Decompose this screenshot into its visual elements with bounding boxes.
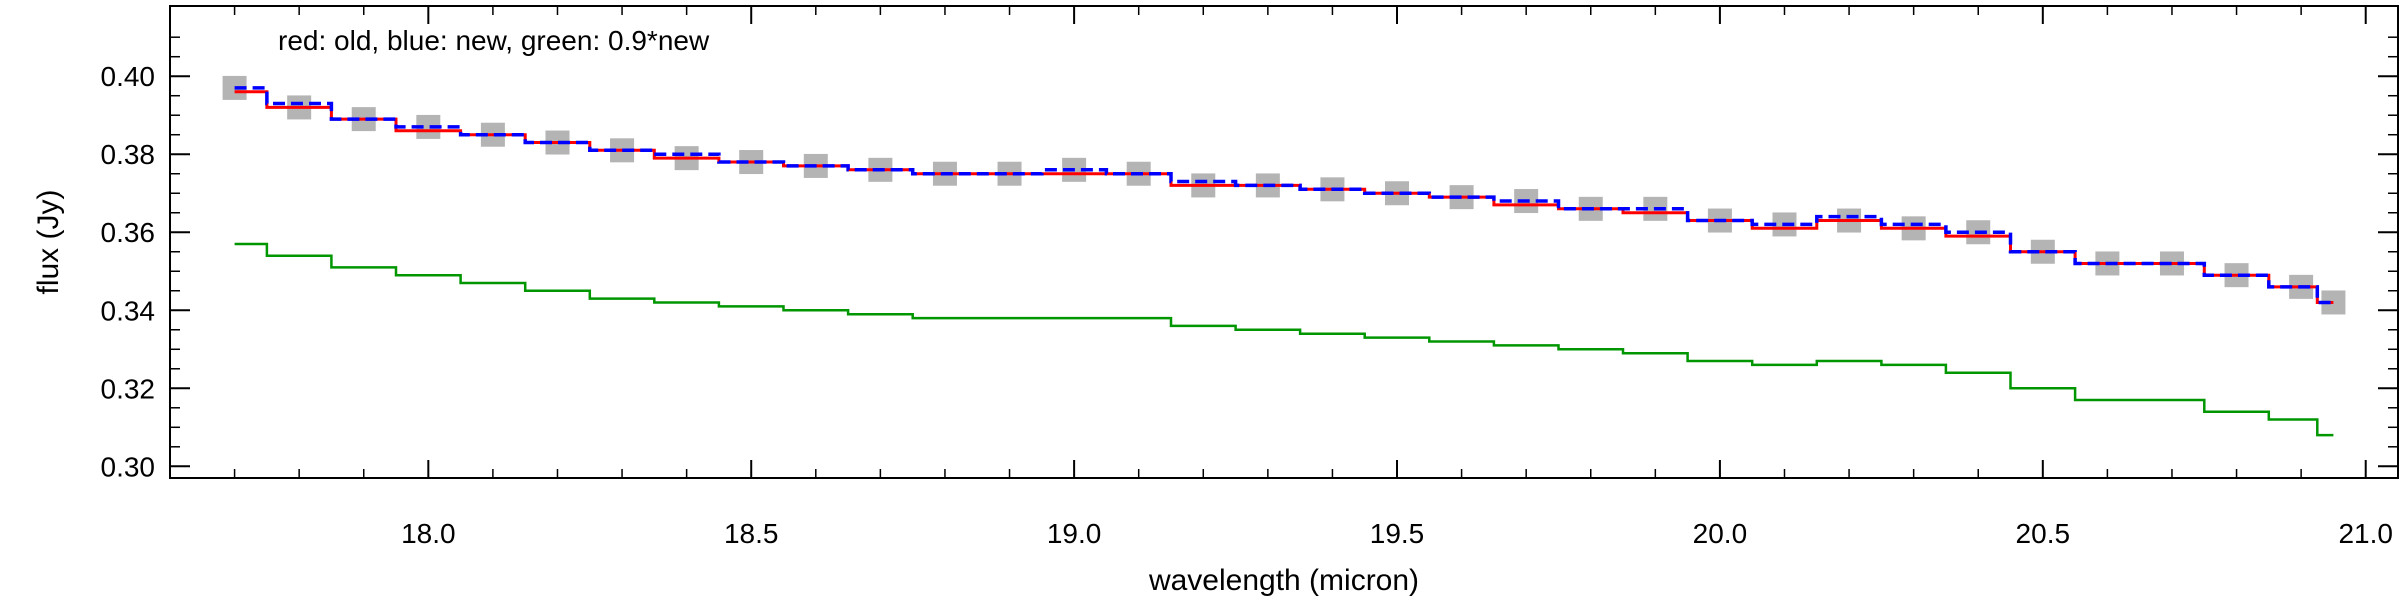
y-tick-label: 0.36 [101,217,156,248]
y-tick-label: 0.32 [101,373,156,404]
y-tick-label: 0.38 [101,139,156,170]
x-tick-label: 20.0 [1693,518,1748,549]
ticks-layer: 18.0 18.5 19.0 19.5 20.0 20.5 21.0 0.30 0.32 0.34… [101,6,2398,549]
x-axis-label: wavelength (micron) [1148,564,1419,597]
y-tick-label: 0.30 [101,451,156,482]
chart-annotation: red: old, blue: new, green: 0.9*new [278,25,710,56]
series-green-scaled [234,242,2334,437]
x-tick-label: 18.5 [724,518,779,549]
x-tick-label: 19.5 [1370,518,1425,549]
series-new-blue [234,86,2334,305]
plot-frame [169,5,2399,479]
y-axis-label: flux (Jy) [32,190,65,295]
x-tick-label: 21.0 [2338,518,2393,549]
series-layer [222,75,2346,437]
x-tick-label: 18.0 [401,518,456,549]
y-tick-label: 0.40 [101,61,156,92]
x-tick-label: 19.0 [1047,518,1102,549]
series-old-red [234,90,2334,304]
y-tick-label: 0.34 [101,295,156,326]
x-tick-label: 20.5 [2016,518,2071,549]
